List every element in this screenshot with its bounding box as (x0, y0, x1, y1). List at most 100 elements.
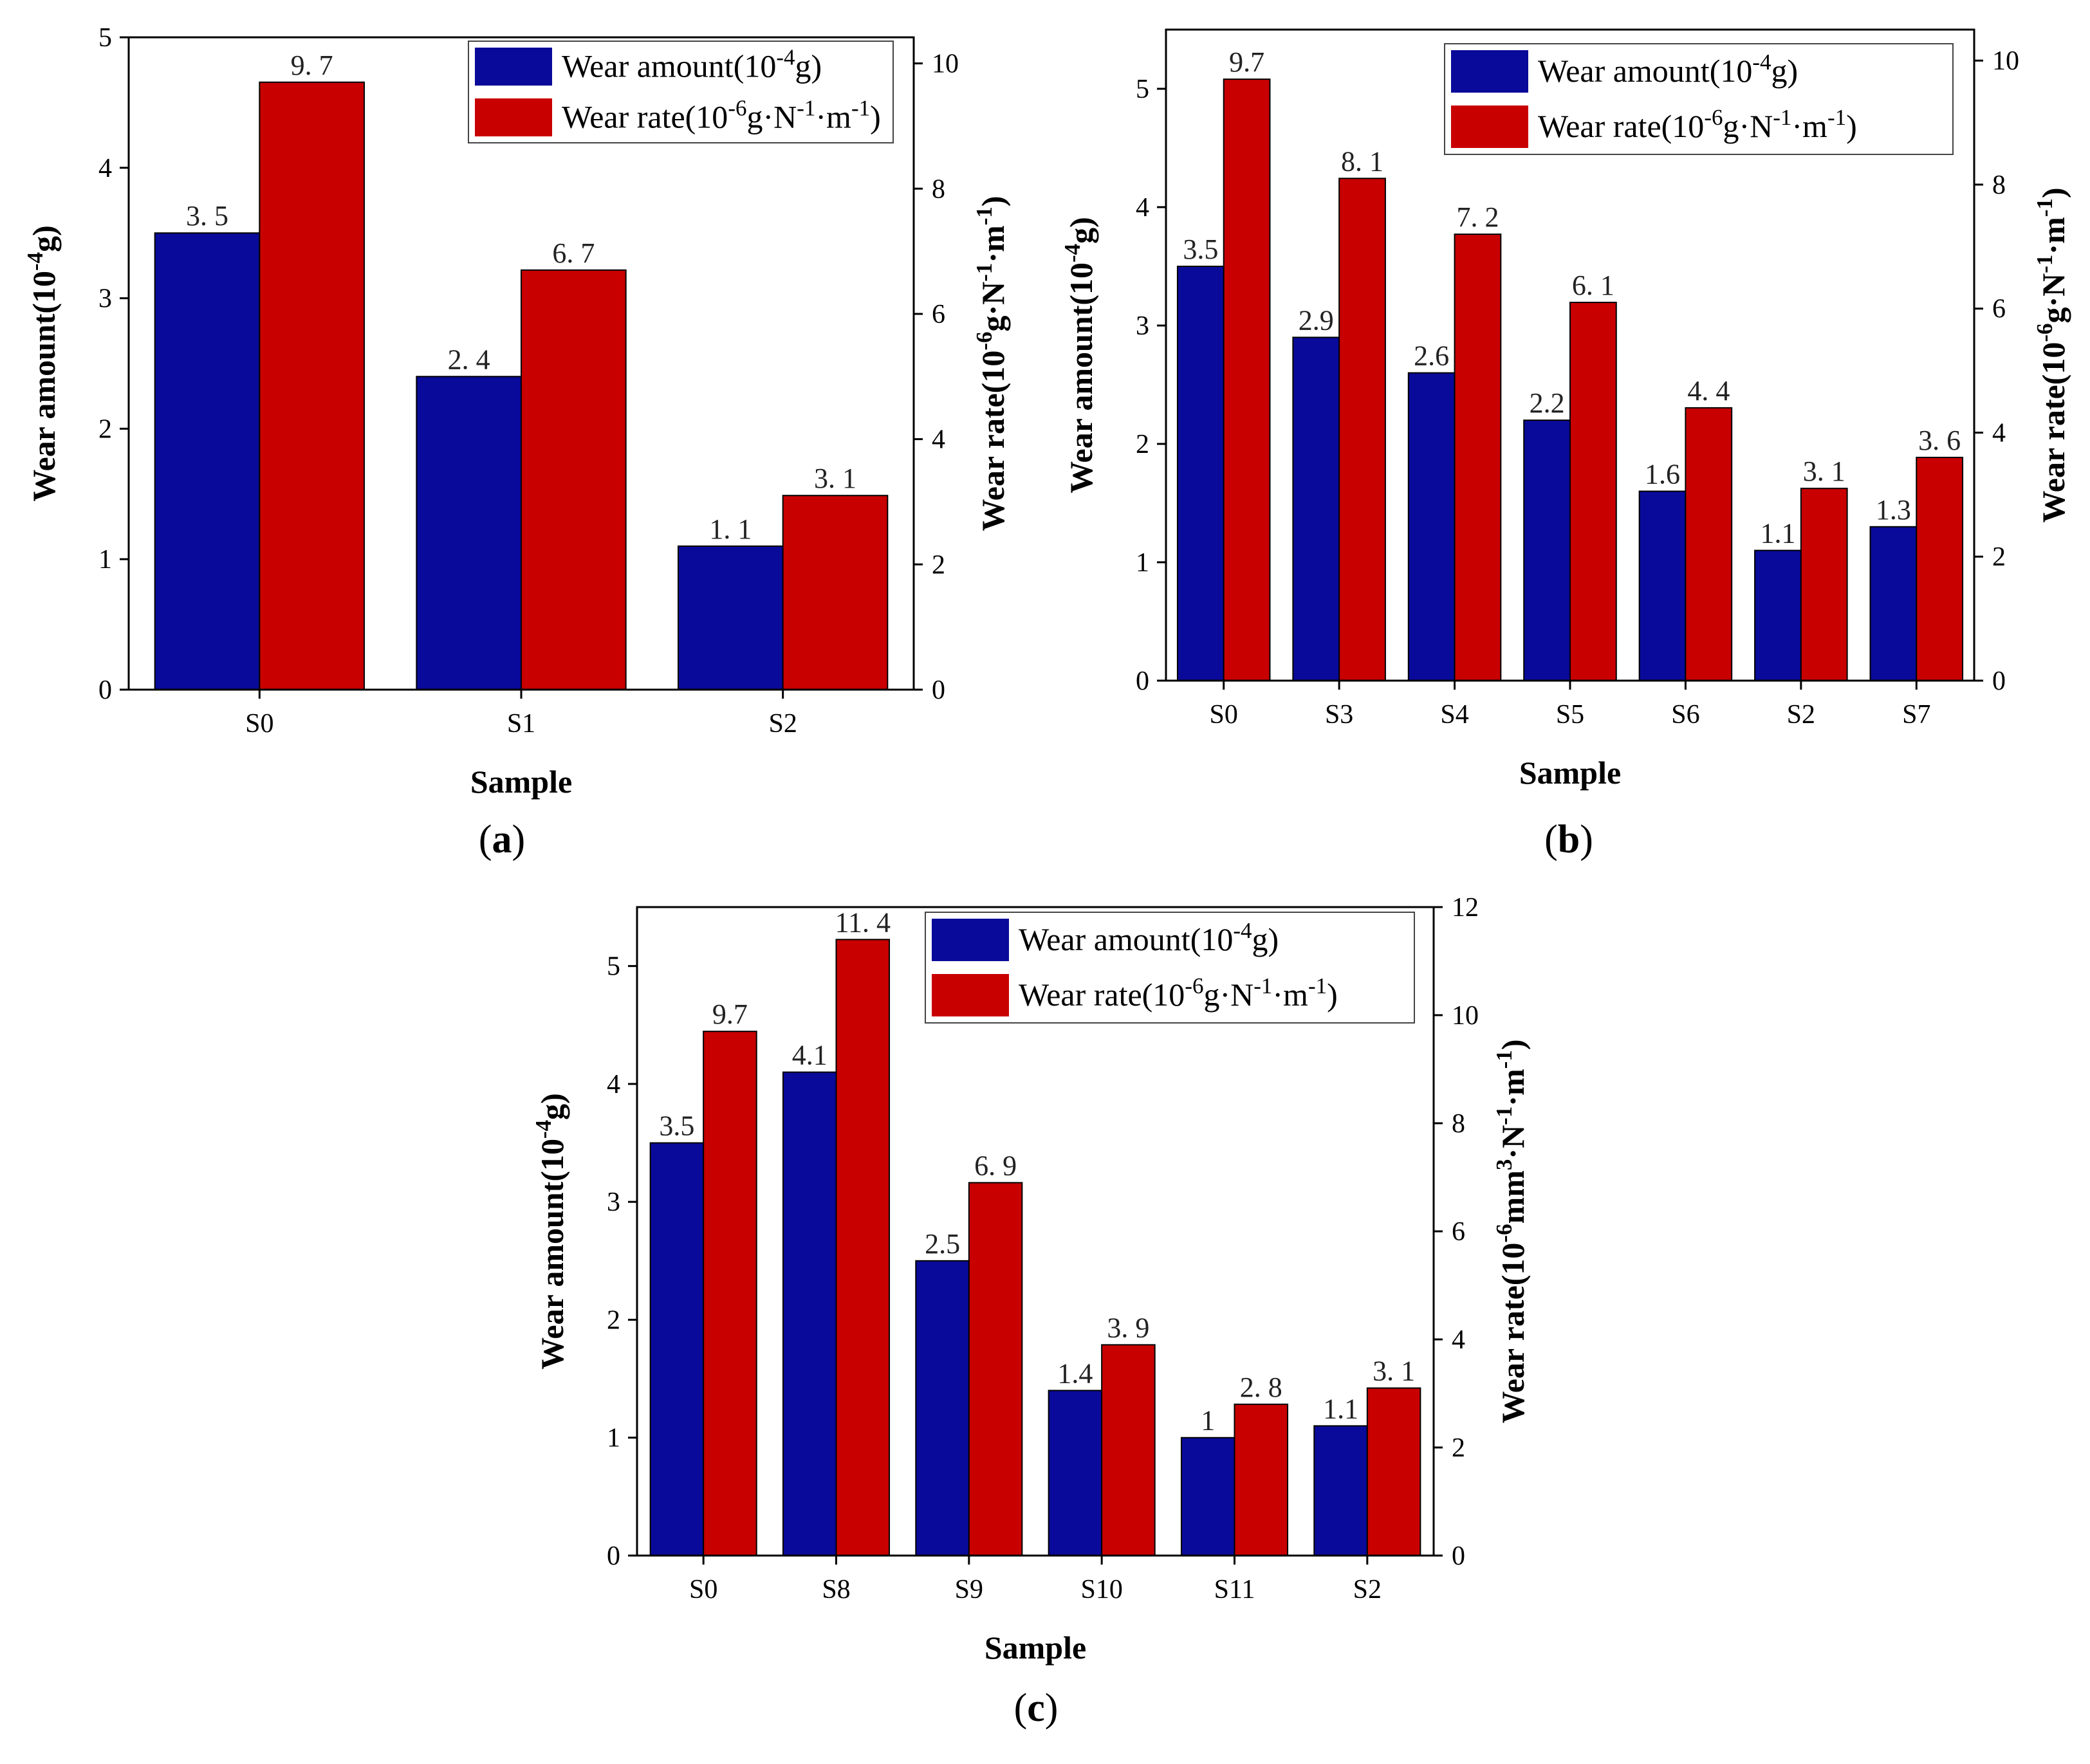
legend-label-wear-rate: Wear rate(10-6g·N-1·m-1) (1019, 973, 1338, 1013)
x-tick-label-S0: S0 (689, 1575, 717, 1604)
bar-wear-rate-S3 (1338, 178, 1386, 682)
legend-label-wear-amount-part-0: Wear amount(10 (1019, 921, 1233, 957)
bar-wear-amount-S0 (649, 1142, 705, 1556)
data-label-wear-amount-S9: 2.5 (925, 1228, 960, 1260)
caption-letter: a (492, 818, 512, 861)
bar-wear-amount-S6 (1638, 490, 1687, 681)
x-axis-label: Sample (985, 1630, 1086, 1666)
x-tick-label-S1: S1 (507, 709, 535, 739)
bar-wear-amount-S7 (1869, 526, 1918, 681)
caption-letter: c (1027, 1686, 1045, 1730)
bar-wear-amount-S2 (1313, 1425, 1368, 1556)
legend-label-wear-amount-part-2: g) (1252, 921, 1279, 957)
legend-label-wear-rate-part-6: ) (870, 99, 881, 135)
data-label-wear-rate-S11: 2. 8 (1240, 1372, 1282, 1403)
plot-frame (127, 36, 915, 691)
bar-wear-amount-S2 (1754, 549, 1802, 681)
y-axis-label-right-part-0: Wear rate(10 (1495, 1243, 1531, 1424)
data-label-wear-amount-S10: 1.4 (1057, 1357, 1093, 1389)
data-label-wear-rate-S0: 9.7 (712, 998, 748, 1030)
bar-wear-rate-S2 (1800, 488, 1848, 681)
x-tick-label-S7: S7 (1902, 700, 1930, 730)
legend-label-wear-rate-part-5: -1 (1827, 105, 1846, 130)
data-label-wear-rate-S7: 3. 6 (1918, 425, 1961, 456)
y-axis-label-left-part-1: -4 (531, 1120, 556, 1139)
bar-wear-rate-S4 (1454, 234, 1502, 681)
y-axis-label-right-part-4: ·N (1495, 1125, 1531, 1159)
y-right-tick-label-8: 8 (1992, 170, 2006, 200)
data-label-wear-rate-S4: 7. 2 (1456, 201, 1499, 233)
y-axis-label-right-part-2: mm (1495, 1170, 1531, 1224)
y-right-tick-label-0: 0 (932, 675, 945, 705)
y-axis-label-right-part-1: -6 (2032, 324, 2057, 342)
legend-label-wear-rate-part-3: -1 (797, 95, 815, 120)
y-axis-label-left-part-2: g) (534, 1093, 570, 1120)
data-label-wear-amount-S0: 3.5 (659, 1110, 694, 1142)
legend-swatch-wear-rate (1451, 106, 1528, 148)
data-label-wear-rate-S9: 6. 9 (974, 1150, 1017, 1181)
y-right-tick-label-2: 2 (1992, 542, 2006, 572)
legend-label-wear-rate-part-5: -1 (851, 95, 870, 120)
data-label-wear-amount-S2: 1.1 (1323, 1393, 1358, 1424)
bar-wear-rate-S8 (835, 939, 891, 1556)
data-label-wear-rate-S0: 9. 7 (291, 50, 333, 81)
x-tick-label-S2: S2 (768, 709, 797, 739)
y-right-tick-label-8: 8 (932, 174, 945, 204)
caption-close: ) (512, 818, 526, 861)
legend-label-wear-rate-part-0: Wear rate(10 (1019, 977, 1185, 1013)
caption-open: ( (479, 818, 492, 861)
bar-wear-amount-S4 (1407, 372, 1456, 681)
y-axis-label-right-part-5: -1 (2032, 198, 2057, 217)
bar-wear-amount-S8 (782, 1071, 837, 1556)
x-tick-label-S5: S5 (1556, 700, 1584, 730)
y-axis-label-right-part-0: Wear rate(10 (2035, 342, 2071, 523)
bar-wear-rate-S2 (1366, 1387, 1421, 1557)
y-left-tick-label-2: 2 (1136, 430, 1149, 459)
y-axis-label-left-part-0: Wear amount(10 (534, 1139, 570, 1370)
y-right-tick-label-4: 4 (1452, 1325, 1465, 1355)
data-label-wear-amount-S1: 2. 4 (448, 344, 490, 375)
data-label-wear-rate-S2: 3. 1 (1373, 1355, 1415, 1387)
y-axis-label-left: Wear amount(10-4g) (1060, 217, 1100, 493)
y-axis-label-right-part-5: -1 (972, 207, 997, 225)
bar-wear-amount-S9 (915, 1260, 970, 1557)
y-left-tick-label-5: 5 (98, 23, 112, 53)
legend-swatch-wear-amount (475, 48, 552, 86)
y-left-tick-label-1: 1 (607, 1424, 620, 1453)
y-right-tick-label-10: 10 (1452, 1001, 1479, 1031)
panel-caption-c: (c) (1014, 1686, 1059, 1730)
caption-open: ( (1014, 1686, 1028, 1730)
legend-label-wear-rate-part-4: ·m (815, 99, 851, 135)
y-right-tick-label-10: 10 (1992, 46, 2019, 76)
bar-wear-amount-S10 (1048, 1390, 1103, 1557)
data-label-wear-rate-S0: 9.7 (1229, 46, 1264, 78)
legend-label-wear-amount-part-1: -4 (776, 44, 795, 69)
legend-label-wear-rate: Wear rate(10-6g·N-1·m-1) (562, 95, 881, 135)
y-right-tick-label-10: 10 (932, 50, 959, 79)
y-right-tick-label-6: 6 (1992, 295, 2006, 324)
y-right-tick-label-6: 6 (1452, 1217, 1465, 1247)
bar-wear-amount-S11 (1180, 1437, 1235, 1557)
y-axis-label-right-part-4: ·m (975, 225, 1011, 262)
legend-swatch-wear-rate (475, 98, 552, 136)
bar-wear-rate-S6 (1685, 407, 1733, 682)
legend-label-wear-rate-part-5: -1 (1308, 973, 1327, 998)
legend-label-wear-rate-part-2: g·N (746, 99, 797, 135)
data-label-wear-amount-S6: 1.6 (1645, 459, 1680, 490)
y-left-tick-label-0: 0 (98, 675, 112, 705)
legend-label-wear-rate-part-1: -6 (1704, 105, 1723, 130)
legend-label-wear-amount-part-0: Wear amount(10 (1538, 53, 1752, 89)
legend-label-wear-amount-part-1: -4 (1233, 918, 1252, 943)
y-left-tick-label-3: 3 (607, 1188, 620, 1217)
bar-wear-rate-S9 (968, 1182, 1023, 1556)
y-axis-label-right-part-4: ·m (2035, 217, 2071, 254)
legend-label-wear-amount-part-2: g) (795, 48, 822, 84)
y-right-tick-label-0: 0 (1452, 1541, 1465, 1571)
y-axis-label-left-part-0: Wear amount(10 (26, 271, 62, 502)
legend: Wear amount(10-4g)Wear rate(10-6g·N-1·m-… (468, 41, 894, 143)
data-label-wear-amount-S4: 2.6 (1414, 340, 1449, 372)
legend-label-wear-rate-part-3: -1 (1773, 105, 1791, 130)
legend-label-wear-rate-part-6: ) (1327, 977, 1338, 1013)
legend-label-wear-rate-part-6: ) (1846, 108, 1857, 144)
